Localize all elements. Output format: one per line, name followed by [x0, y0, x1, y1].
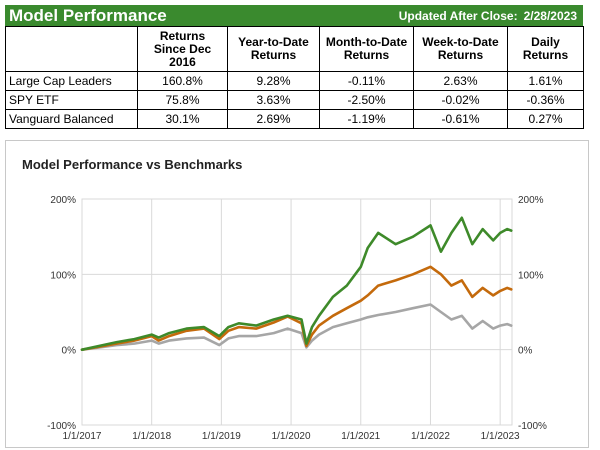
chart-lines [80, 216, 513, 351]
table-header-row: Returns Since Dec 2016 Year-to-Date Retu… [5, 26, 584, 72]
y-tick-label-right: 100% [518, 270, 544, 281]
y-tick-label-left: -100% [47, 421, 76, 432]
updated-label: Updated After Close: [398, 8, 518, 23]
cell-model: Vanguard Balanced [5, 109, 138, 129]
chart-canvas: Model Performance vs Benchmarks 200% 200%… [22, 157, 547, 442]
chart-ticks: 200% 200%100% 100%0% 0%-100% -100%1/1/2017 1/… [47, 195, 547, 442]
series-line-2 [80, 303, 513, 351]
panel-title: Model Performance [9, 5, 167, 25]
chart-title: Model Performance vs Benchmarks [22, 157, 242, 172]
cell-ytd: 3.63% [227, 90, 320, 110]
x-tick-label: 1/1/2017 [63, 431, 102, 442]
updated-info: Updated After Close: 2/28/2023 [399, 9, 583, 23]
updated-date: 2/28/2023 [523, 8, 577, 23]
cell-daily: 0.27% [507, 109, 584, 129]
cell-since: 160.8% [137, 71, 228, 91]
table-row: Large Cap Leaders 160.8% 9.28% -0.11% 2.… [5, 71, 584, 91]
performance-chart: Model Performance vs Benchmarks 200% 200%… [5, 140, 589, 448]
y-tick-label-left: 200% [50, 195, 76, 206]
cell-model: Large Cap Leaders [5, 71, 138, 91]
cell-daily: -0.36% [507, 90, 584, 110]
x-tick-label: 1/1/2019 [202, 431, 241, 442]
x-tick-label: 1/1/2022 [411, 431, 450, 442]
column-header-wtd: Week-to-Date Returns [413, 26, 508, 72]
cell-mtd: -1.19% [319, 109, 414, 129]
cell-wtd: -0.02% [413, 90, 508, 110]
performance-panel: Model Performance Updated After Close: 2/… [5, 5, 584, 129]
y-tick-label-left: 100% [50, 270, 76, 281]
cell-daily: 1.61% [507, 71, 584, 91]
x-tick-label: 1/1/2018 [132, 431, 171, 442]
table-row: Vanguard Balanced 30.1% 2.69% -1.19% -0.… [5, 109, 584, 129]
y-tick-label-right: 0% [518, 346, 533, 357]
header-bar: Model Performance Updated After Close: 2/… [5, 5, 583, 26]
performance-table: Returns Since Dec 2016 Year-to-Date Retu… [5, 26, 584, 129]
x-tick-label: 1/1/2021 [341, 431, 380, 442]
column-header-mtd: Month-to-Date Returns [319, 26, 414, 72]
cell-mtd: -0.11% [319, 71, 414, 91]
cell-ytd: 9.28% [227, 71, 320, 91]
x-tick-label: 1/1/2023 [481, 431, 520, 442]
cell-ytd: 2.69% [227, 109, 320, 129]
column-header-daily: Daily Returns [507, 26, 584, 72]
x-tick-label: 1/1/2020 [272, 431, 311, 442]
cell-wtd: -0.61% [413, 109, 508, 129]
series-line-1 [80, 265, 513, 351]
column-header-ytd: Year-to-Date Returns [227, 26, 320, 72]
y-tick-label-left: 0% [62, 346, 77, 357]
column-header-model [5, 26, 138, 72]
table-row: SPY ETF 75.8% 3.63% -2.50% -0.02% -0.36% [5, 90, 584, 110]
series-line-0 [80, 216, 513, 351]
cell-wtd: 2.63% [413, 71, 508, 91]
cell-since: 75.8% [137, 90, 228, 110]
y-tick-label-right: 200% [518, 195, 544, 206]
cell-mtd: -2.50% [319, 90, 414, 110]
plot-border [81, 198, 513, 426]
cell-since: 30.1% [137, 109, 228, 129]
y-tick-label-right: -100% [518, 421, 547, 432]
cell-model: SPY ETF [5, 90, 138, 110]
chart-grid [81, 198, 513, 426]
column-header-since: Returns Since Dec 2016 [137, 26, 228, 72]
